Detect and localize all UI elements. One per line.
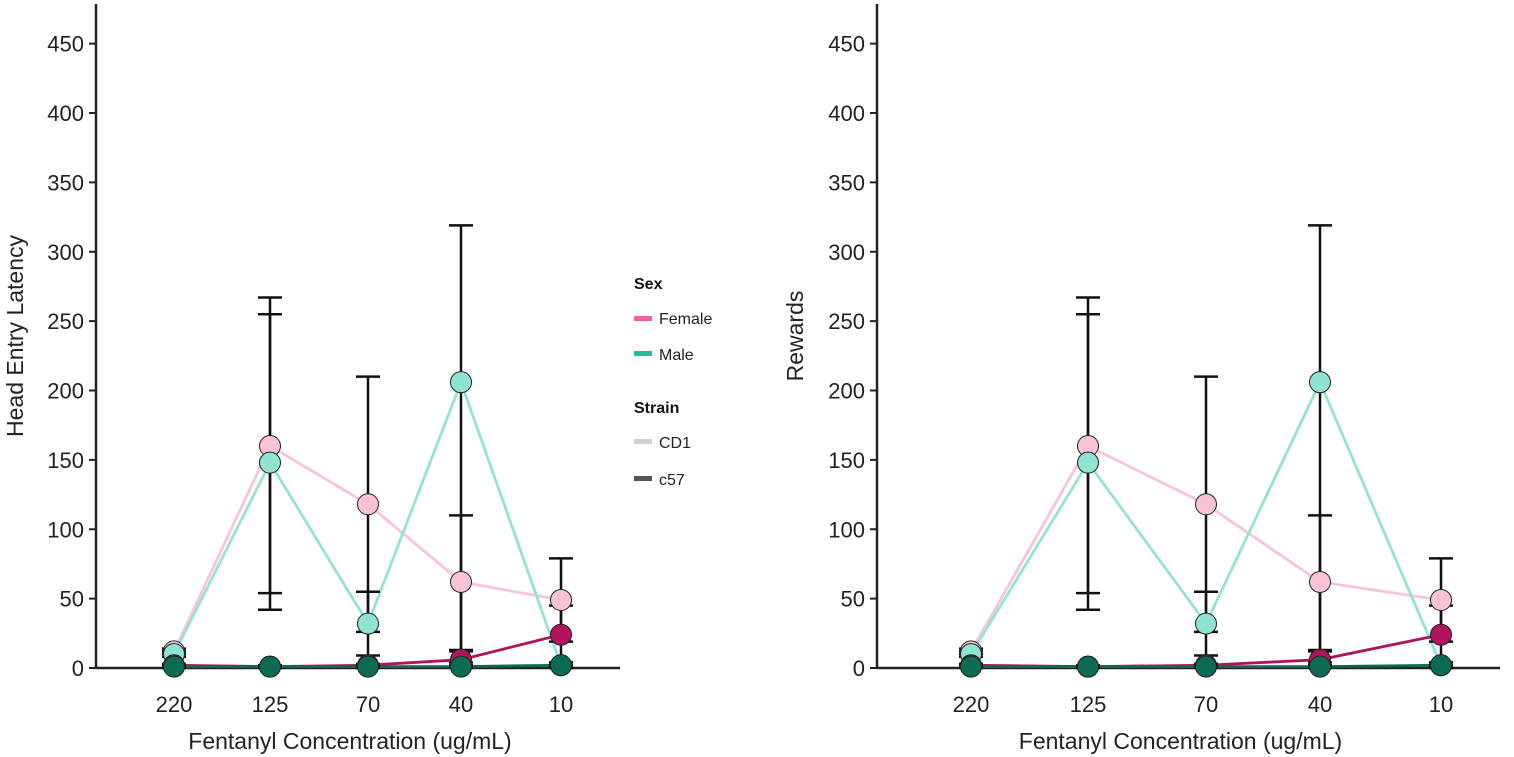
y-tick-label: 0 xyxy=(853,656,865,681)
x-tick-label: 70 xyxy=(1194,692,1218,717)
x-tick-label: 10 xyxy=(1429,692,1453,717)
y-tick-label: 0 xyxy=(72,656,84,681)
x-tick-label: 125 xyxy=(252,692,289,717)
legend-title-strain: Strain xyxy=(634,400,679,417)
data-point-3 xyxy=(1077,655,1099,678)
y-tick-label: 400 xyxy=(828,101,865,126)
legend-swatch-c57 xyxy=(634,476,652,481)
legend-title-sex: Sex xyxy=(634,276,663,293)
x-axis-label: Fentanyl Concentration (ug/mL) xyxy=(188,728,511,754)
y-tick-label: 450 xyxy=(47,32,84,57)
x-tick-label: 220 xyxy=(156,692,193,717)
legend-label-cd1: CD1 xyxy=(659,435,691,452)
data-point-1 xyxy=(357,612,379,635)
y-tick-label: 450 xyxy=(828,32,865,57)
legend-label-female: Female xyxy=(659,311,712,328)
data-point-3 xyxy=(1309,655,1331,678)
data-point-3 xyxy=(1195,655,1217,678)
y-tick-label: 300 xyxy=(47,240,84,265)
y-tick-label: 200 xyxy=(828,379,865,404)
x-tick-label: 40 xyxy=(1308,692,1332,717)
legend: Sex Female Male Strain CD1 c57 xyxy=(634,276,712,489)
y-tick-label: 200 xyxy=(47,379,84,404)
y-axis-label: Rewards xyxy=(782,291,808,382)
x-tick-label: 10 xyxy=(549,692,573,717)
x-tick-label: 40 xyxy=(449,692,473,717)
data-point-3 xyxy=(259,655,281,678)
legend-swatch-cd1 xyxy=(634,439,652,444)
y-tick-label: 250 xyxy=(47,309,84,334)
y-tick-label: 100 xyxy=(828,517,865,542)
data-point-1 xyxy=(1309,371,1331,394)
y-tick-label: 100 xyxy=(47,517,84,542)
data-point-3 xyxy=(1430,654,1452,677)
data-point-2 xyxy=(1430,623,1452,646)
panel-head-entry-latency: 0 50 100 150 200 250 300 350 400 450 220 125 70 40 10 F… xyxy=(2,4,620,754)
data-point-0 xyxy=(1195,493,1217,516)
x-axis-label: Fentanyl Concentration (ug/mL) xyxy=(1019,728,1342,754)
y-tick-label: 150 xyxy=(47,448,84,473)
data-point-0 xyxy=(550,589,572,612)
data-point-3 xyxy=(357,655,379,678)
y-tick-label: 50 xyxy=(60,587,84,612)
y-tick-label: 350 xyxy=(828,170,865,195)
panel-rewards: 0 50 100 150 200 250 300 350 400 450 220 125 70 40 10 F… xyxy=(782,4,1500,754)
y-tick-label: 400 xyxy=(47,101,84,126)
y-tick-label: 50 xyxy=(841,587,865,612)
legend-swatch-male xyxy=(634,351,652,356)
data-point-3 xyxy=(550,654,572,677)
x-tick-label: 220 xyxy=(953,692,990,717)
y-tick-label: 300 xyxy=(828,240,865,265)
y-tick-label: 350 xyxy=(47,170,84,195)
legend-swatch-female xyxy=(634,316,652,321)
data-point-1 xyxy=(1077,451,1099,474)
data-point-0 xyxy=(1309,570,1331,593)
data-point-2 xyxy=(550,623,572,646)
data-point-3 xyxy=(960,655,982,678)
data-point-0 xyxy=(357,493,379,516)
data-point-3 xyxy=(450,655,472,678)
data-point-3 xyxy=(163,655,185,678)
data-point-0 xyxy=(450,570,472,593)
data-point-1 xyxy=(450,371,472,394)
data-point-0 xyxy=(1430,589,1452,612)
data-point-1 xyxy=(259,451,281,474)
x-tick-label: 125 xyxy=(1070,692,1107,717)
data-point-1 xyxy=(1195,612,1217,635)
legend-label-c57: c57 xyxy=(659,472,685,489)
x-tick-label: 70 xyxy=(356,692,380,717)
legend-label-male: Male xyxy=(659,347,694,364)
y-axis-label: Head Entry Latency xyxy=(2,235,28,438)
y-tick-label: 150 xyxy=(828,448,865,473)
y-tick-label: 250 xyxy=(828,309,865,334)
